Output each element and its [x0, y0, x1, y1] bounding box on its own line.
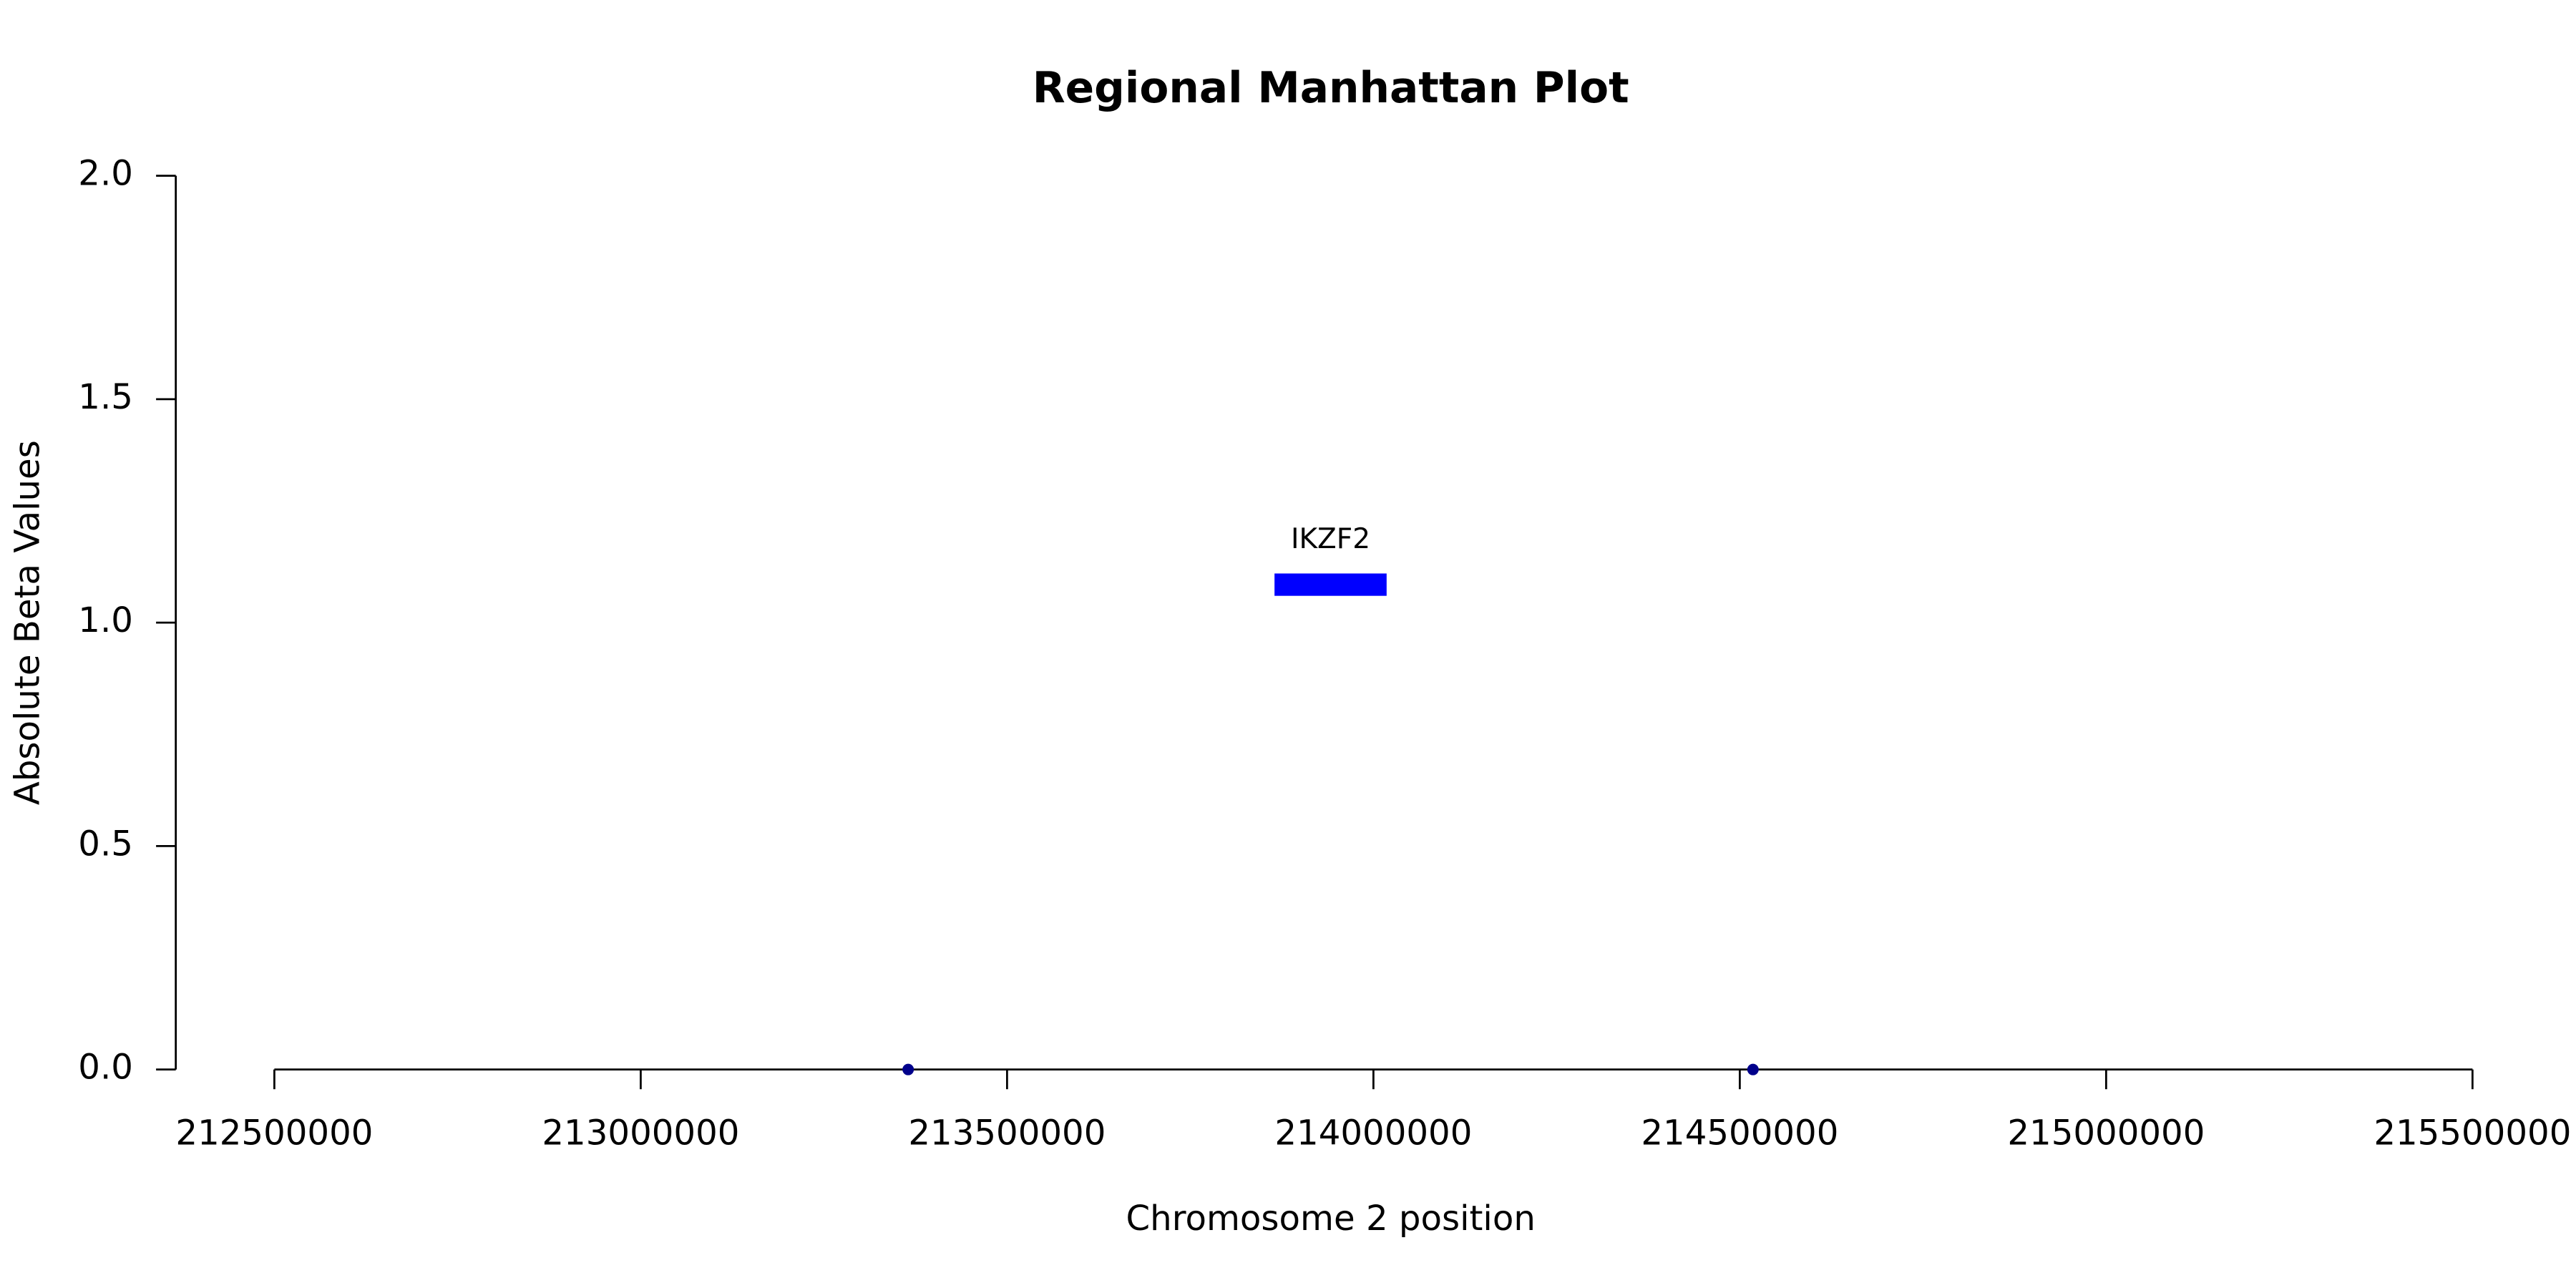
chart-title: Regional Manhattan Plot — [1033, 64, 1629, 113]
y-tick-label: 1.5 — [78, 377, 133, 417]
x-tick-label: 214000000 — [1274, 1113, 1472, 1153]
y-axis-label: Absolute Beta Values — [7, 440, 47, 805]
gene-block — [1274, 573, 1387, 596]
y-tick-label: 0.0 — [78, 1048, 133, 1088]
y-tick-label: 1.0 — [78, 600, 133, 640]
x-tick-label: 215500000 — [2373, 1113, 2571, 1153]
point — [1747, 1063, 1759, 1075]
x-tick-label: 213000000 — [542, 1113, 739, 1153]
y-tick-label: 2.0 — [78, 154, 133, 194]
y-tick-label: 0.5 — [78, 824, 133, 864]
x-axis-label: Chromosome 2 position — [1126, 1199, 1536, 1239]
x-tick-label: 213500000 — [908, 1113, 1106, 1153]
gene-label: IKZF2 — [1291, 523, 1370, 555]
x-tick-label: 215000000 — [2007, 1113, 2205, 1153]
x-tick-label: 212500000 — [175, 1113, 373, 1153]
x-tick-label: 214500000 — [1641, 1113, 1838, 1153]
point — [902, 1063, 914, 1075]
